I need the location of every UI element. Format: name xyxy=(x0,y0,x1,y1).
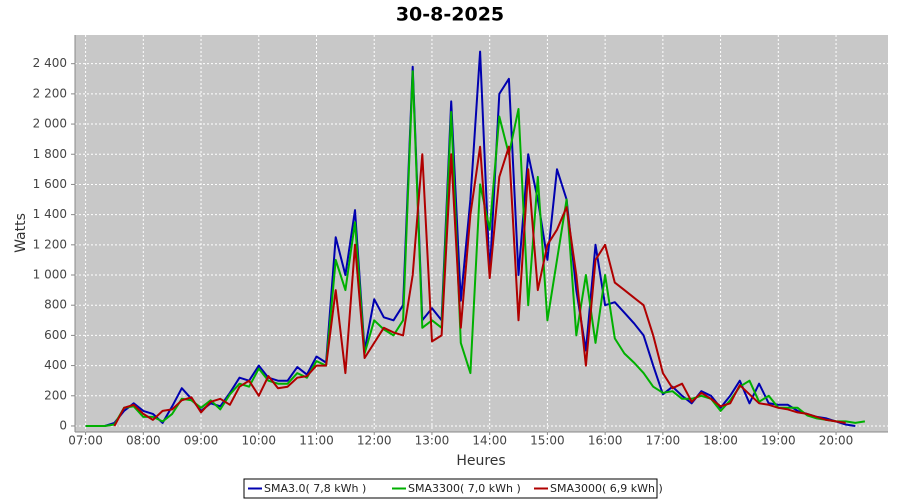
legend-label: SMA3300( 7,0 kWh ) xyxy=(408,482,521,495)
y-tick-label: 1 800 xyxy=(33,147,67,161)
x-tick-label: 09:00 xyxy=(184,434,219,448)
x-tick-label: 15:00 xyxy=(530,434,565,448)
y-axis-label: Watts xyxy=(13,213,29,253)
x-tick-label: 11:00 xyxy=(299,434,334,448)
x-tick-label: 08:00 xyxy=(126,434,161,448)
x-tick-label: 10:00 xyxy=(241,434,276,448)
y-tick-label: 600 xyxy=(44,328,67,342)
x-tick-label: 17:00 xyxy=(646,434,681,448)
y-tick-label: 0 xyxy=(59,418,67,432)
y-tick-label: 1 200 xyxy=(33,237,67,251)
legend-label: SMA3000( 6,9 kWh ) xyxy=(550,482,663,495)
y-tick-label: 1 000 xyxy=(33,268,67,282)
y-tick-label: 800 xyxy=(44,298,67,312)
x-tick-label: 12:00 xyxy=(357,434,392,448)
y-tick-label: 1 400 xyxy=(33,207,67,221)
x-tick-label: 18:00 xyxy=(703,434,738,448)
legend-label: SMA3.0( 7,8 kWh ) xyxy=(264,482,366,495)
x-axis-label: Heures xyxy=(456,453,505,469)
y-tick-label: 2 000 xyxy=(33,117,67,131)
x-tick-label: 20:00 xyxy=(819,434,854,448)
x-tick-label: 16:00 xyxy=(588,434,623,448)
x-tick-label: 13:00 xyxy=(415,434,450,448)
series-line xyxy=(113,145,846,427)
y-tick-label: 2 200 xyxy=(33,86,67,100)
x-tick-label: 19:00 xyxy=(761,434,796,448)
y-tick-label: 1 600 xyxy=(33,177,67,191)
x-tick-label: 07:00 xyxy=(68,434,103,448)
y-tick-label: 2 400 xyxy=(33,56,67,70)
y-tick-label: 200 xyxy=(44,388,67,402)
legend xyxy=(243,478,658,499)
x-tick-label: 14:00 xyxy=(472,434,507,448)
chart-title: 30-8-2025 xyxy=(396,4,504,26)
y-tick-label: 400 xyxy=(44,358,67,372)
